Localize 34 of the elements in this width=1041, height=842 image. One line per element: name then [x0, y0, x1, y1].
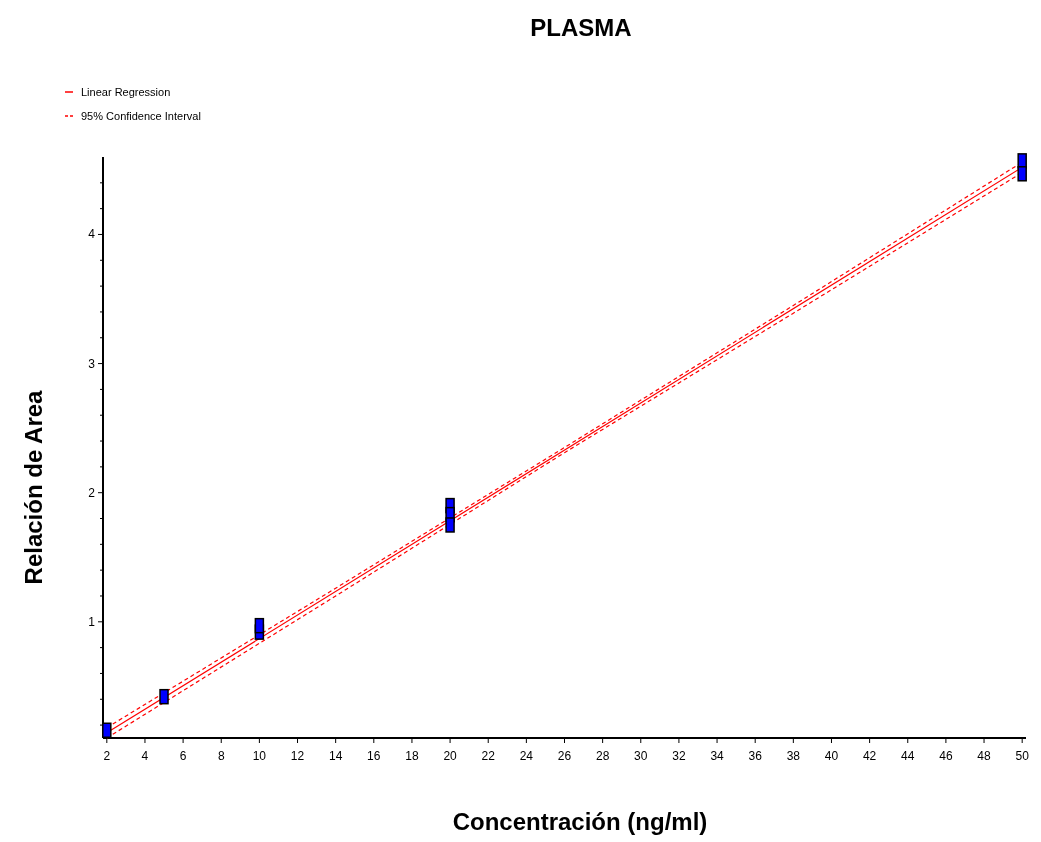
x-tick-label: 8 — [217, 749, 225, 763]
x-tick-label: 44 — [901, 749, 915, 763]
x-tick-label: 38 — [786, 749, 801, 763]
x-tick-label: 22 — [481, 749, 496, 763]
x-tick-label: 34 — [710, 749, 725, 763]
x-tick-label: 20 — [443, 749, 458, 763]
x-tick-label: 16 — [367, 749, 381, 763]
x-tick-label: 30 — [634, 749, 648, 763]
x-tick-label: 10 — [252, 749, 267, 763]
x-tick-label: 28 — [595, 749, 610, 763]
x-tick-label: 2 — [103, 749, 111, 763]
x-tick-label: 36 — [748, 749, 763, 763]
y-axis-title: Relación de Area — [20, 389, 47, 585]
y-tick-label: 4 — [88, 227, 96, 242]
x-axis-title: Concentración (ng/ml) — [452, 808, 708, 835]
x-tick-label: 24 — [519, 749, 534, 763]
x-tick-label: 4 — [141, 749, 149, 763]
x-tick-label: 14 — [328, 749, 343, 763]
x-tick-label: 46 — [939, 749, 953, 763]
chart-title: PLASMA — [530, 14, 632, 41]
x-tick-label: 42 — [862, 749, 877, 763]
x-tick-label: 40 — [824, 749, 839, 763]
y-tick-label: 1 — [88, 614, 96, 629]
y-tick-label: 2 — [88, 485, 96, 500]
x-tick-label: 32 — [672, 749, 686, 763]
y-tick-label: 3 — [88, 356, 96, 371]
x-tick-label: 18 — [405, 749, 419, 763]
x-tick-label: 6 — [179, 749, 187, 763]
legend-label: Linear Regression — [81, 86, 171, 98]
x-tick-label: 48 — [977, 749, 992, 763]
x-tick-label: 50 — [1015, 749, 1030, 763]
legend-label: 95% Confidence Interval — [81, 110, 201, 122]
x-tick-label: 12 — [290, 749, 305, 763]
x-tick-label: 26 — [557, 749, 572, 763]
